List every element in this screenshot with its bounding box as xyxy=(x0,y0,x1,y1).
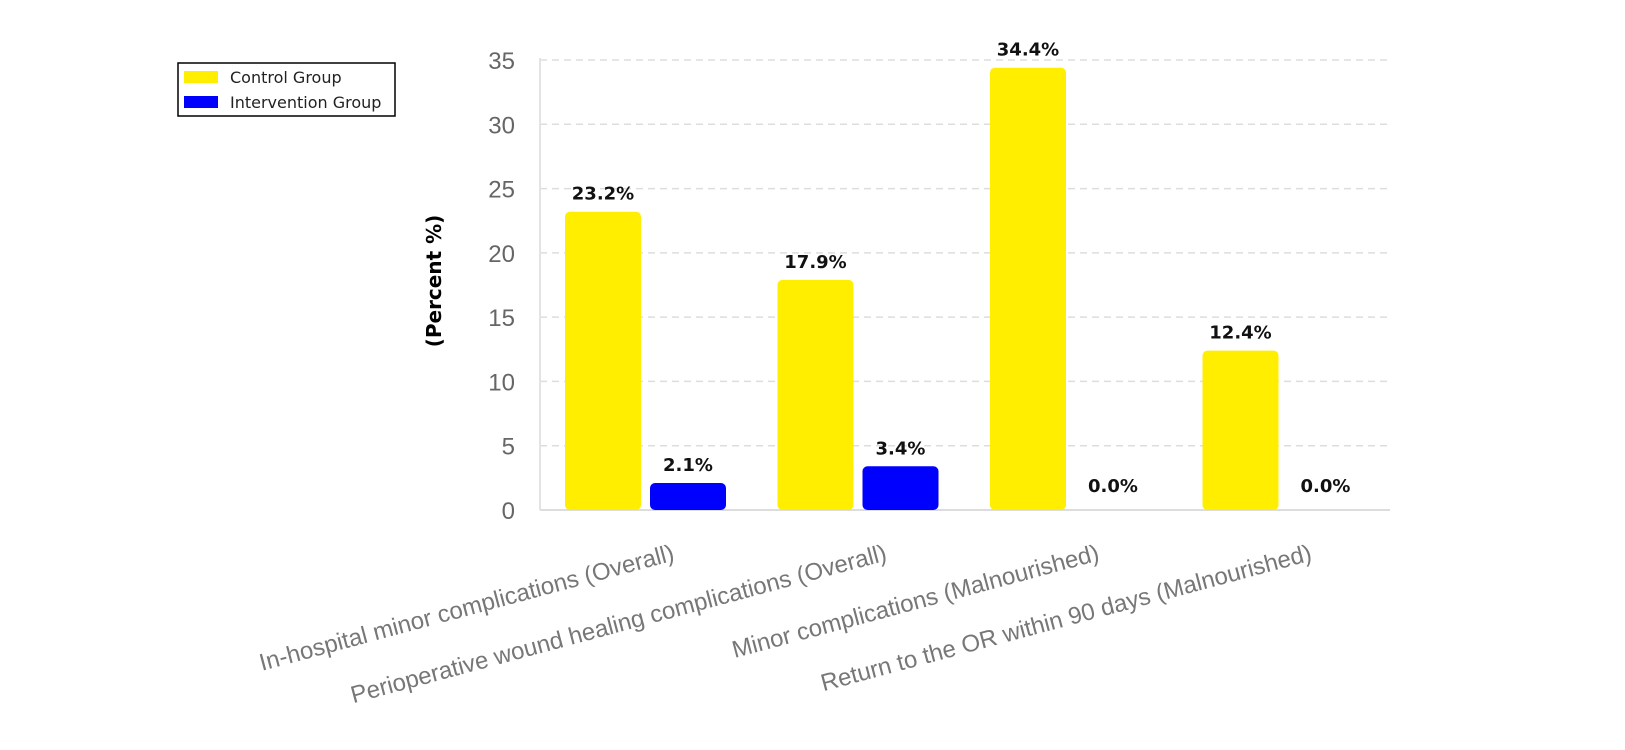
legend-swatch-intervention xyxy=(184,96,218,108)
legend-label-intervention: Intervention Group xyxy=(230,93,381,112)
category-labels: In-hospital minor complications (Overall… xyxy=(256,540,1314,709)
bar-control xyxy=(565,211,641,510)
bar-control xyxy=(777,279,854,510)
bar-control xyxy=(1202,350,1279,510)
bar-intervention xyxy=(650,483,726,510)
data-label: 3.4% xyxy=(876,438,926,459)
y-tick-label: 30 xyxy=(488,112,515,139)
data-label: 12.4% xyxy=(1209,323,1271,344)
data-label: 0.0% xyxy=(1301,476,1351,497)
y-tick-label: 35 xyxy=(488,48,515,75)
y-axis-label: (Percent %) xyxy=(422,215,446,348)
bar-control xyxy=(990,67,1066,510)
y-tick-label: 20 xyxy=(488,241,515,268)
y-tick-label: 5 xyxy=(502,434,515,461)
data-labels: 23.2% 2.1% 17.9% 3.4% 34.4% 0.0% 12.4% 0.0% xyxy=(572,40,1351,497)
y-tick-labels: 0 5 10 15 20 25 30 35 xyxy=(488,48,515,525)
legend-swatch-control xyxy=(184,71,218,83)
data-label: 0.0% xyxy=(1088,476,1138,497)
bars xyxy=(565,67,1279,510)
y-tick-label: 10 xyxy=(488,369,515,396)
data-label: 17.9% xyxy=(784,252,846,273)
bar-intervention xyxy=(862,466,939,510)
legend-label-control: Control Group xyxy=(230,68,342,87)
y-tick-label: 0 xyxy=(502,498,515,525)
y-tick-label: 25 xyxy=(488,177,515,204)
data-label: 23.2% xyxy=(572,184,634,205)
data-label: 34.4% xyxy=(997,40,1059,61)
data-label: 2.1% xyxy=(663,455,713,476)
legend: Control Group Intervention Group xyxy=(177,62,396,117)
y-tick-label: 15 xyxy=(488,305,515,332)
